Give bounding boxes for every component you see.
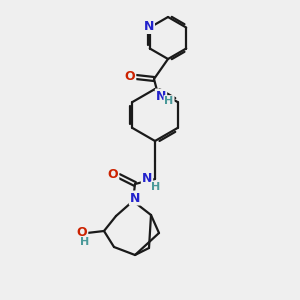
Text: H: H bbox=[80, 237, 90, 247]
Text: H: H bbox=[152, 182, 160, 192]
Text: N: N bbox=[130, 191, 140, 205]
Text: N: N bbox=[142, 172, 152, 184]
Text: H: H bbox=[164, 96, 174, 106]
Text: O: O bbox=[108, 167, 118, 181]
Text: O: O bbox=[125, 70, 135, 83]
Text: O: O bbox=[77, 226, 87, 238]
Text: N: N bbox=[144, 20, 154, 33]
Text: N: N bbox=[156, 89, 166, 103]
